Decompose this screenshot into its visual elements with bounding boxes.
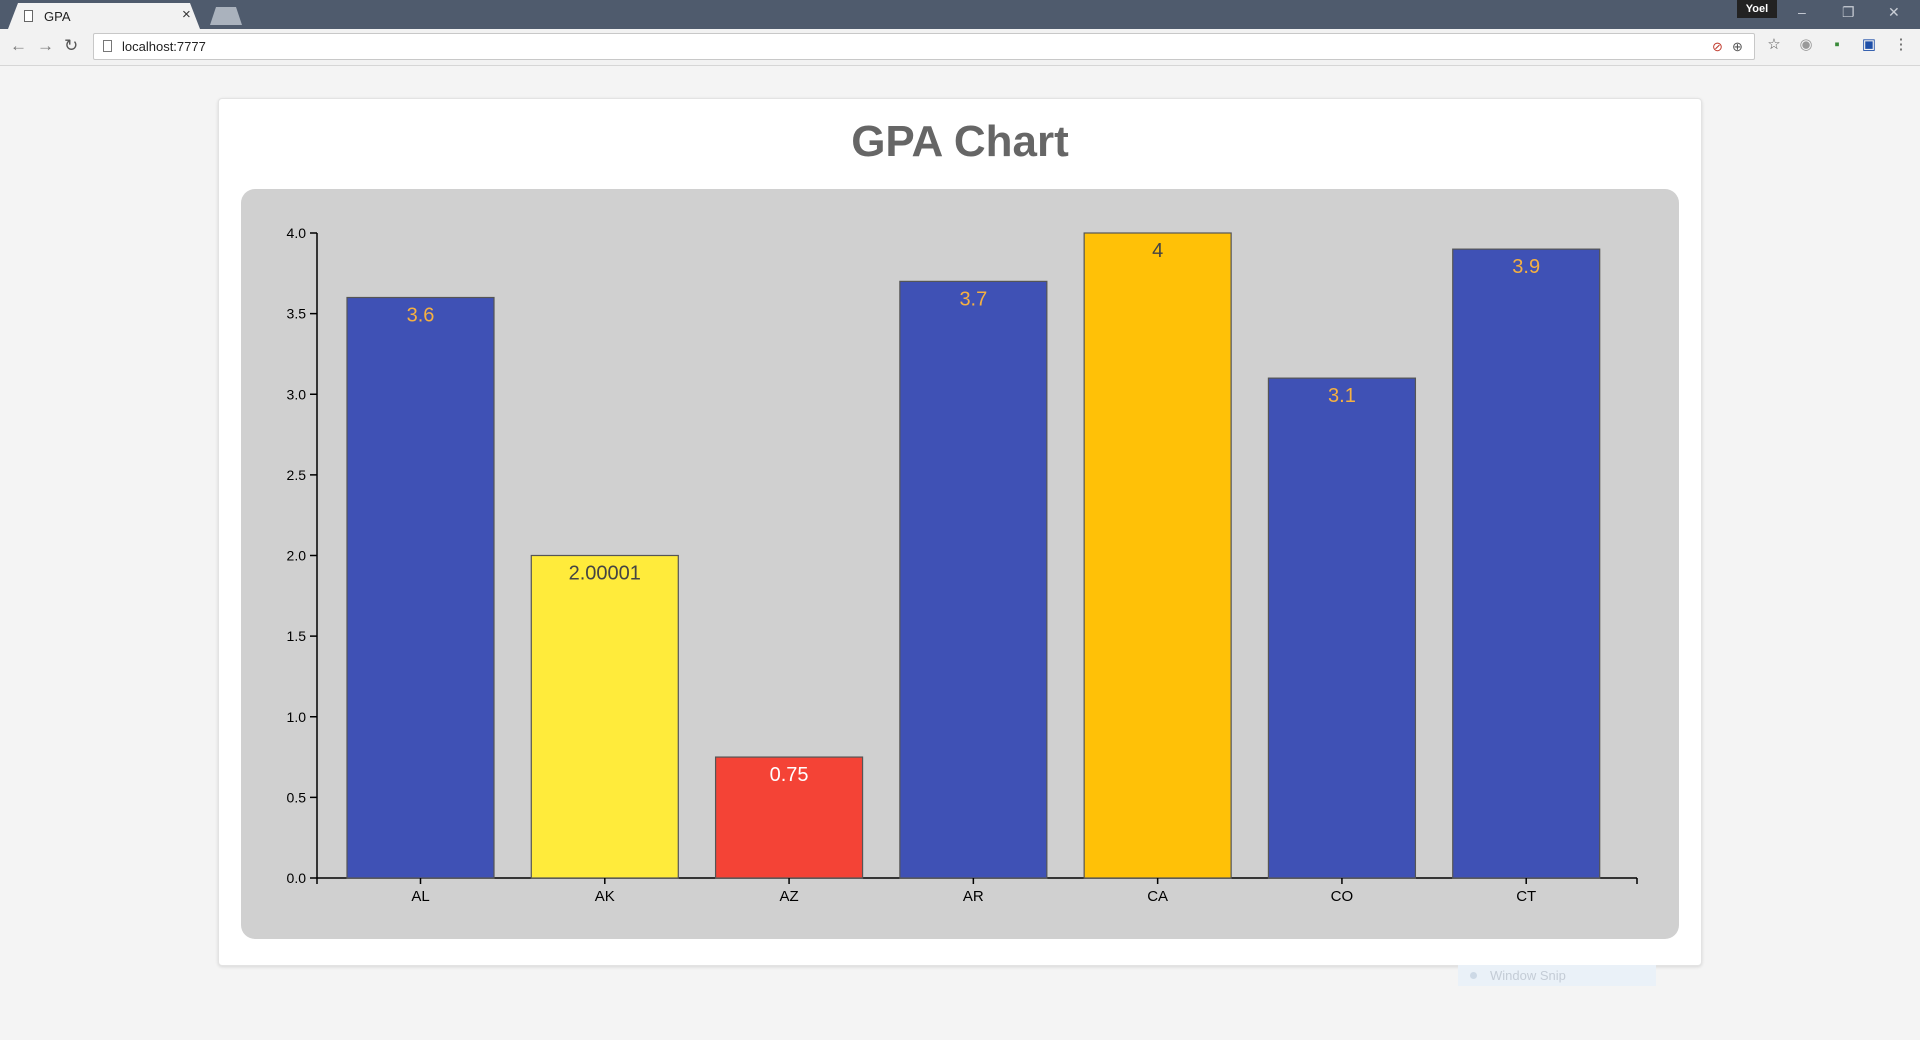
bar-ar	[899, 280, 1048, 879]
bar-ak	[530, 554, 679, 879]
bookmark-star-icon[interactable]: ☆	[1767, 36, 1781, 53]
x-tick-label: AK	[595, 888, 615, 905]
address-bar[interactable]: localhost:7777 ⊘ ⊕	[93, 33, 1755, 60]
chart-card: GPA Chart 0.0 0.5 1.0 1.5 2.0 2.5 3.0 3.5 4.0 3.6…	[218, 98, 1702, 966]
gpa-bar-chart: 0.0 0.5 1.0 1.5 2.0 2.5 3.0 3.5 4.0 3.6 AL 2.00001 A…	[287, 225, 1638, 905]
x-tick-label: AL	[411, 888, 429, 905]
new-tab-button[interactable]	[210, 7, 242, 25]
profile-badge[interactable]: Yoel	[1737, 0, 1777, 18]
url-text[interactable]: localhost:7777	[122, 39, 206, 54]
browser-tab-bar: GPA × Yoel – ❐ ✕	[0, 0, 1920, 29]
bar-value-label: 3.7	[959, 288, 987, 310]
y-tick-label: 0.0	[287, 870, 307, 886]
restore-icon[interactable]: ❐	[1842, 4, 1855, 20]
x-tick-label: CT	[1516, 888, 1536, 905]
extension-globe-icon[interactable]: ◉	[1799, 36, 1813, 53]
chart-title: GPA Chart	[851, 117, 1069, 166]
bar-value-label: 3.1	[1328, 385, 1356, 407]
bar-value-label: 3.6	[407, 305, 435, 327]
forward-arrow-icon[interactable]: →	[37, 36, 54, 55]
y-tick-label: 3.5	[287, 306, 307, 322]
page-icon	[103, 40, 112, 52]
reload-icon[interactable]: ↻	[64, 36, 79, 55]
bar-value-label: 0.75	[770, 764, 809, 786]
x-tick-label: AR	[963, 888, 984, 905]
bar-value-label: 3.9	[1512, 256, 1540, 278]
y-tick-label: 3.0	[287, 386, 307, 402]
browser-tab[interactable]: GPA ×	[8, 3, 200, 29]
y-tick-label: 2.0	[287, 548, 307, 564]
close-window-icon[interactable]: ✕	[1888, 4, 1900, 20]
x-tick-label: AZ	[779, 888, 798, 905]
page-icon	[24, 10, 33, 22]
back-arrow-icon[interactable]: ←	[10, 36, 27, 55]
extension-book-icon[interactable]: ▣	[1861, 36, 1877, 53]
bar-value-label: 4	[1152, 240, 1163, 262]
y-tick-label: 1.0	[287, 709, 307, 725]
chart-area: 0.0 0.5 1.0 1.5 2.0 2.5 3.0 3.5 4.0 3.6 AL 2.00001 A…	[241, 189, 1679, 939]
y-tick-label: 1.5	[287, 628, 307, 644]
window-snip-overlay: Window Snip	[1458, 965, 1656, 986]
bar-co	[1267, 377, 1417, 879]
x-tick-label: CA	[1147, 888, 1168, 905]
browser-toolbar: ← → ↻ localhost:7777 ⊘ ⊕ ☆ ◉ ▪ ▣ ⋮	[0, 29, 1920, 66]
y-tick-label: 2.5	[287, 467, 307, 483]
zoom-icon[interactable]: ⊕	[1732, 39, 1743, 54]
tab-title: GPA	[44, 9, 71, 24]
minimize-icon[interactable]: –	[1798, 4, 1806, 20]
window-snip-label: Window Snip	[1490, 968, 1566, 983]
bar-value-label: 2.00001	[569, 562, 641, 584]
bar-ct	[1452, 248, 1601, 879]
extension-icon[interactable]: ▪	[1834, 36, 1840, 53]
menu-dots-icon[interactable]: ⋮	[1893, 36, 1909, 53]
bar-ca	[1083, 232, 1232, 879]
bar-az	[714, 756, 864, 879]
y-tick-label: 4.0	[287, 225, 307, 241]
y-tick-label: 0.5	[287, 789, 307, 805]
tab-close-icon[interactable]: ×	[182, 6, 191, 23]
blocked-content-icon[interactable]: ⊘	[1712, 39, 1723, 54]
bar-al	[346, 296, 495, 879]
x-tick-label: CO	[1331, 888, 1354, 905]
snip-icon	[1470, 972, 1477, 979]
